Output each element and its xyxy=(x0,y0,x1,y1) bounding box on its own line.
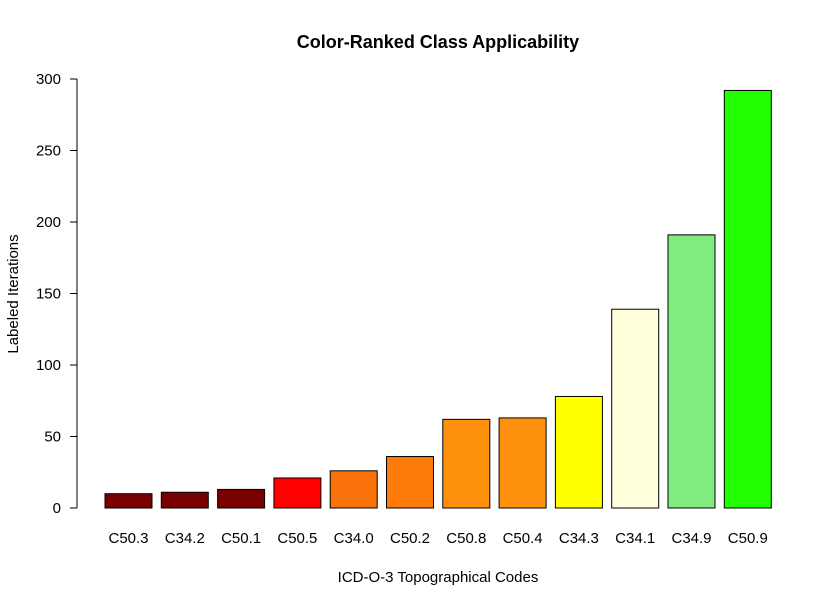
bars-group xyxy=(104,89,772,509)
bar-c34-9 xyxy=(667,234,716,509)
y-tick-label: 250 xyxy=(36,143,61,160)
bar-c50-2 xyxy=(386,456,434,509)
bar-c34-1 xyxy=(611,308,660,509)
x-tick-label: C50.3 xyxy=(108,530,148,547)
y-tick-label: 300 xyxy=(36,71,61,88)
x-tick-label: C50.4 xyxy=(503,530,543,547)
x-tick-label: C34.2 xyxy=(165,530,205,547)
bar-c34-3 xyxy=(554,395,603,509)
chart-title: Color-Ranked Class Applicability xyxy=(297,32,579,52)
x-tick-label: C34.3 xyxy=(559,530,599,547)
y-tick-label: 50 xyxy=(44,429,61,446)
x-tick-labels: C50.3 C34.2 C50.1 C50.5 C34.0 C50.2 C50.8 C50.4… xyxy=(108,530,767,547)
bar-c34-2 xyxy=(160,491,209,509)
y-tick-label: 100 xyxy=(36,357,61,374)
x-tick-label: C34.0 xyxy=(334,530,374,547)
y-tick-label: 0 xyxy=(53,500,61,517)
bar-c50-3 xyxy=(104,493,153,509)
x-axis-label: ICD-O-3 Topographical Codes xyxy=(338,569,539,586)
x-tick-label: C50.1 xyxy=(221,530,261,547)
y-tick-label: 200 xyxy=(36,214,61,231)
y-axis-label: Labeled Iterations xyxy=(5,234,22,353)
x-tick-label: C34.9 xyxy=(671,530,711,547)
y-tick-label: 150 xyxy=(36,286,61,303)
bar-c50-8 xyxy=(442,418,491,509)
x-tick-label: C50.5 xyxy=(277,530,317,547)
bar-c50-5 xyxy=(273,477,322,509)
x-tick-label: C34.1 xyxy=(615,530,655,547)
y-axis: 0 50 100 150 200 250 300 xyxy=(36,71,78,517)
x-tick-label: C50.2 xyxy=(390,530,430,547)
bar-c50-9 xyxy=(723,89,772,509)
bar-c34-0 xyxy=(329,470,378,509)
x-tick-label: C50.8 xyxy=(446,530,486,547)
bar-c50-4 xyxy=(498,417,547,509)
bar-c50-1 xyxy=(217,488,266,509)
x-tick-label: C50.9 xyxy=(728,530,768,547)
